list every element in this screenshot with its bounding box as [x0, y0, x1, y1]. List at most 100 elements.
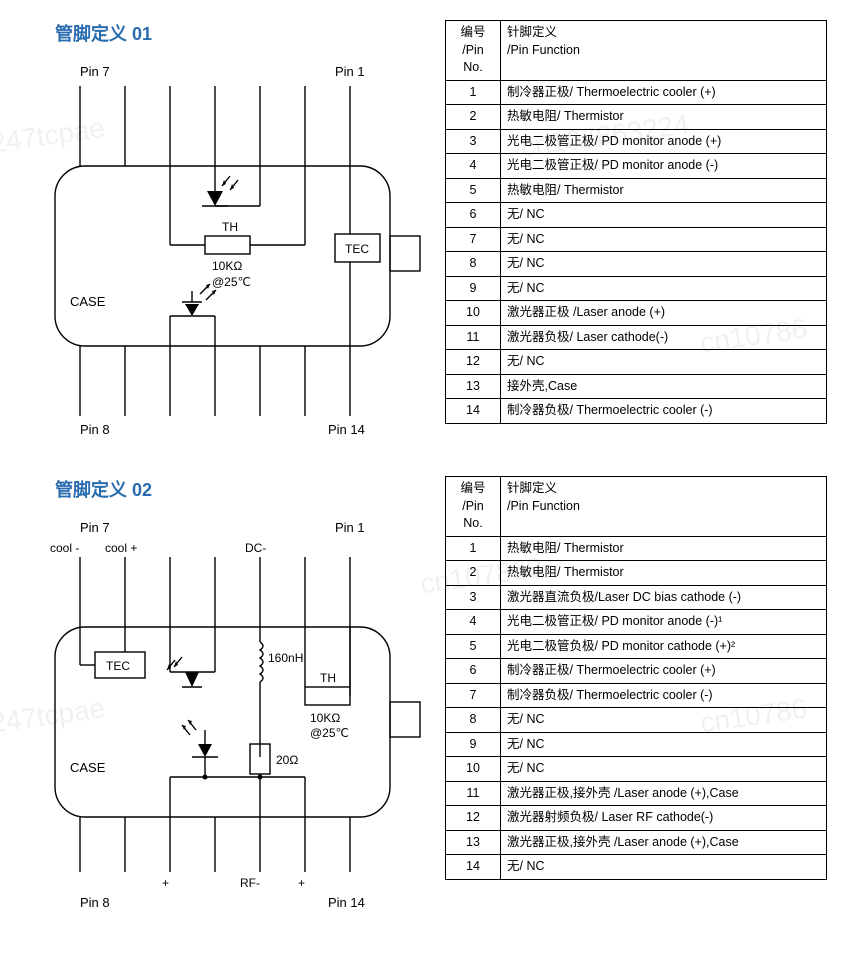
table-row: 11激光器正极,接外壳 /Laser anode (+),Case: [446, 781, 827, 806]
laser-diode-icon: [170, 284, 216, 346]
label-pin1: Pin 1: [335, 64, 365, 79]
table-row: 6无/ NC: [446, 203, 827, 228]
th-label-1: TH: [222, 220, 238, 234]
th-temp-2: @25℃: [310, 726, 349, 740]
pin-function: 无/ NC: [501, 252, 827, 277]
pin-number: 10: [446, 757, 501, 782]
th-val-1: 10KΩ: [212, 259, 242, 273]
table-row: 6制冷器正极/ Thermoelectric cooler (+): [446, 659, 827, 684]
pin-function: 无/ NC: [501, 732, 827, 757]
table-row: 7无/ NC: [446, 227, 827, 252]
diagram-col-01: 管脚定义 01 Pin 7 Pin 1 CASE: [20, 20, 430, 436]
pin-function: 制冷器负极/ Thermoelectric cooler (-): [501, 399, 827, 424]
photodiode-icon-2: [167, 627, 215, 687]
pin-number: 9: [446, 732, 501, 757]
pin-function: 无/ NC: [501, 276, 827, 301]
pin-function: 光电二极管正极/ PD monitor anode (+): [501, 129, 827, 154]
label-pin8: Pin 8: [80, 422, 110, 436]
pin-number: 5: [446, 178, 501, 203]
label-pin7: Pin 7: [80, 64, 110, 79]
table-row: 7制冷器负极/ Thermoelectric cooler (-): [446, 683, 827, 708]
pin-number: 7: [446, 227, 501, 252]
resistor-val: 20Ω: [276, 753, 298, 767]
pin-function: 热敏电阻/ Thermistor: [501, 105, 827, 130]
pin-number: 1: [446, 536, 501, 561]
pin-function: 激光器正极,接外壳 /Laser anode (+),Case: [501, 830, 827, 855]
label-pin7-2: Pin 7: [80, 520, 110, 535]
pin-function: 无/ NC: [501, 203, 827, 228]
pin-number: 6: [446, 659, 501, 684]
table-row: 2热敏电阻/ Thermistor: [446, 105, 827, 130]
pin-number: 2: [446, 105, 501, 130]
th1-col2: 针脚定义 /Pin Function: [501, 21, 827, 81]
case-label-2: CASE: [70, 760, 106, 775]
case-label-1: CASE: [70, 294, 106, 309]
table-row: 13激光器正极,接外壳 /Laser anode (+),Case: [446, 830, 827, 855]
table-row: 4光电二极管正极/ PD monitor anode (-): [446, 154, 827, 179]
table-row: 8无/ NC: [446, 708, 827, 733]
pin-number: 6: [446, 203, 501, 228]
title-01: 管脚定义 01: [55, 20, 430, 46]
table-row: 11激光器负极/ Laser cathode(-): [446, 325, 827, 350]
laser-diode-icon-2: [182, 720, 218, 757]
pin-function: 热敏电阻/ Thermistor: [501, 561, 827, 586]
section-02: 管脚定义 02 Pin 7 Pin 1 cool - cool + DC- CA…: [20, 476, 827, 912]
th2-col2: 针脚定义 /Pin Function: [501, 477, 827, 537]
pin-number: 13: [446, 830, 501, 855]
pin-table-02: 编号 /Pin No. 针脚定义 /Pin Function 1热敏电阻/ Th…: [445, 476, 827, 880]
pin-number: 13: [446, 374, 501, 399]
plus-1: +: [162, 876, 169, 890]
table-row: 4光电二极管正极/ PD monitor anode (-)¹: [446, 610, 827, 635]
pin-function: 制冷器正极/ Thermoelectric cooler (+): [501, 659, 827, 684]
pin-number: 9: [446, 276, 501, 301]
pin-number: 12: [446, 350, 501, 375]
pin-number: 12: [446, 806, 501, 831]
pin-number: 11: [446, 325, 501, 350]
pin-number: 3: [446, 129, 501, 154]
pin-function: 激光器正极,接外壳 /Laser anode (+),Case: [501, 781, 827, 806]
label-pin14: Pin 14: [328, 422, 365, 436]
pin-table-01: 编号 /Pin No. 针脚定义 /Pin Function 1制冷器正极/ T…: [445, 20, 827, 424]
table-row: 12激光器射频负极/ Laser RF cathode(-): [446, 806, 827, 831]
pin-function: 制冷器正极/ Thermoelectric cooler (+): [501, 80, 827, 105]
table-row: 2热敏电阻/ Thermistor: [446, 561, 827, 586]
pin-function: 制冷器负极/ Thermoelectric cooler (-): [501, 683, 827, 708]
table-row: 10无/ NC: [446, 757, 827, 782]
table-row: 14制冷器负极/ Thermoelectric cooler (-): [446, 399, 827, 424]
th2-col1: 编号 /Pin No.: [446, 477, 501, 537]
table-row: 13接外壳,Case: [446, 374, 827, 399]
label-pin8-2: Pin 8: [80, 895, 110, 910]
cool-plus: cool +: [105, 541, 137, 555]
table-row: 3激光器直流负极/Laser DC bias cathode (-): [446, 585, 827, 610]
pin-number: 3: [446, 585, 501, 610]
pin-number: 4: [446, 610, 501, 635]
diagram-col-02: 管脚定义 02 Pin 7 Pin 1 cool - cool + DC- CA…: [20, 476, 430, 912]
pin-function: 无/ NC: [501, 855, 827, 880]
pin-function: 无/ NC: [501, 708, 827, 733]
th1-col1: 编号 /Pin No.: [446, 21, 501, 81]
tec-label-2: TEC: [106, 659, 130, 673]
title-02: 管脚定义 02: [55, 476, 430, 502]
th-label-2: TH: [320, 671, 336, 685]
inductor-icon: 160nH: [260, 627, 303, 757]
pin-function: 热敏电阻/ Thermistor: [501, 536, 827, 561]
pin-function: 接外壳,Case: [501, 374, 827, 399]
pin-number: 5: [446, 634, 501, 659]
pin-function: 光电二极管正极/ PD monitor anode (-): [501, 154, 827, 179]
cool-minus: cool -: [50, 541, 79, 555]
label-pin14-2: Pin 14: [328, 895, 365, 910]
pin-number: 14: [446, 855, 501, 880]
table-row: 12无/ NC: [446, 350, 827, 375]
pin-function: 热敏电阻/ Thermistor: [501, 178, 827, 203]
table-row: 5光电二极管负极/ PD monitor cathode (+)²: [446, 634, 827, 659]
table-row: 10激光器正极 /Laser anode (+): [446, 301, 827, 326]
pin-function: 无/ NC: [501, 227, 827, 252]
th-val-2: 10KΩ: [310, 711, 340, 725]
table-row: 9无/ NC: [446, 732, 827, 757]
pin-function: 激光器直流负极/Laser DC bias cathode (-): [501, 585, 827, 610]
pin-number: 14: [446, 399, 501, 424]
pin-function: 激光器射频负极/ Laser RF cathode(-): [501, 806, 827, 831]
tec-label-1: TEC: [345, 242, 369, 256]
label-pin1-2: Pin 1: [335, 520, 365, 535]
pin-number: 2: [446, 561, 501, 586]
